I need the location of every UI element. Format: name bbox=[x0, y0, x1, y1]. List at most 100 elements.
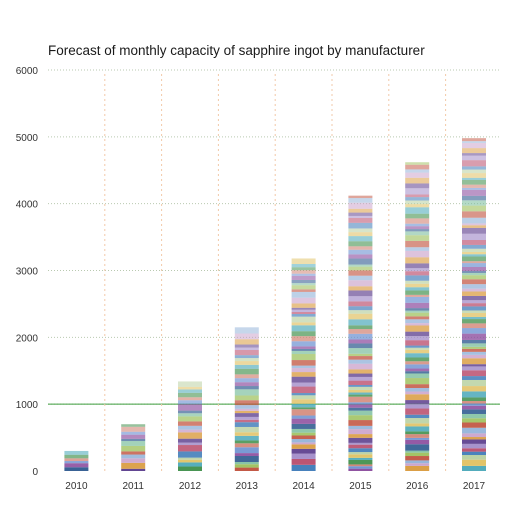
bar-segment bbox=[121, 424, 146, 427]
bar-segment bbox=[234, 364, 259, 369]
bar-segment bbox=[405, 388, 430, 392]
bar-segment bbox=[405, 384, 430, 389]
bar-segment bbox=[405, 465, 430, 471]
bar-segment bbox=[348, 319, 373, 326]
x-tick-label: 2017 bbox=[463, 481, 486, 492]
bar-segment bbox=[462, 275, 486, 280]
y-axis: 0 1000 2000 3000 4000 5000 6000 bbox=[16, 66, 39, 478]
bar-segment bbox=[348, 459, 373, 465]
bar-segment bbox=[405, 336, 430, 341]
bar-segment bbox=[462, 195, 486, 201]
bar-segment bbox=[405, 247, 430, 251]
bar-segment bbox=[291, 368, 316, 373]
bar-segment bbox=[405, 394, 430, 401]
bar-segment bbox=[348, 437, 373, 443]
bar-segment bbox=[462, 227, 486, 234]
bar-segment bbox=[405, 368, 430, 372]
bar-segment bbox=[405, 312, 430, 317]
bar-segment bbox=[121, 426, 146, 432]
bar-segment bbox=[405, 391, 430, 395]
bar-segment bbox=[462, 455, 486, 460]
bar-segment bbox=[348, 389, 373, 393]
bar-segment bbox=[462, 310, 486, 314]
bar-segment bbox=[348, 353, 373, 357]
bar-segment bbox=[234, 426, 259, 433]
bar-segment bbox=[234, 447, 259, 454]
bar-segment bbox=[462, 143, 486, 149]
bar-segment bbox=[462, 358, 486, 365]
bar-segment bbox=[348, 208, 373, 213]
bar-segment bbox=[178, 459, 202, 463]
bar-segment bbox=[291, 341, 316, 347]
bar-segment bbox=[291, 403, 316, 408]
bar-segment bbox=[348, 195, 373, 199]
bar-segment bbox=[462, 233, 486, 241]
bar-segment bbox=[178, 386, 202, 390]
bar-segment bbox=[291, 376, 316, 383]
bar-segment bbox=[64, 463, 89, 468]
bar-segment bbox=[405, 250, 430, 258]
bar-stack-2015 bbox=[348, 195, 373, 471]
bar-segment bbox=[178, 438, 202, 443]
bar-segment bbox=[348, 384, 373, 387]
bar-segment bbox=[405, 226, 430, 230]
bar-segment bbox=[405, 456, 430, 461]
bar-segment bbox=[462, 366, 486, 371]
bar-segment bbox=[462, 138, 486, 142]
bar-segment bbox=[121, 468, 146, 471]
bar-segment bbox=[462, 169, 486, 174]
bar-segment bbox=[405, 357, 430, 362]
bar-segment bbox=[348, 407, 373, 411]
bar-segment bbox=[462, 319, 486, 324]
bar-segment bbox=[234, 389, 259, 396]
bar-segment bbox=[291, 307, 316, 310]
bar-segment bbox=[234, 400, 259, 406]
bar-segment bbox=[462, 401, 486, 404]
bar-segment bbox=[462, 439, 486, 444]
bar-segment bbox=[348, 415, 373, 421]
bar-segment bbox=[348, 425, 373, 430]
bar-segment bbox=[178, 451, 202, 458]
bar-segment bbox=[291, 439, 316, 443]
bar-segment bbox=[462, 437, 486, 440]
bar-segment bbox=[121, 462, 146, 469]
bar-segment bbox=[121, 454, 146, 459]
bar-segment bbox=[178, 421, 202, 426]
bar-segment bbox=[291, 432, 316, 436]
bar-stack-2012 bbox=[178, 381, 202, 471]
bar-segment bbox=[405, 373, 430, 379]
bar-segment bbox=[405, 439, 430, 445]
bar-segment bbox=[291, 279, 316, 284]
bar-segment bbox=[348, 468, 373, 471]
bar-segment bbox=[121, 458, 146, 463]
bar-segment bbox=[462, 313, 486, 317]
x-tick-label: 2012 bbox=[179, 481, 202, 492]
bar-segment bbox=[348, 202, 373, 209]
bar-segment bbox=[462, 351, 486, 355]
bar-segment bbox=[405, 231, 430, 236]
bar-segment bbox=[348, 448, 373, 453]
bar-segment bbox=[405, 325, 430, 332]
bar-segment bbox=[64, 450, 89, 455]
bar-stack-2016 bbox=[405, 162, 430, 471]
bar-segment bbox=[462, 244, 486, 249]
bar-segment bbox=[234, 440, 259, 444]
bar-segment bbox=[462, 177, 486, 180]
bar-segment bbox=[348, 296, 373, 302]
bar-stack-2014 bbox=[291, 258, 316, 471]
bar-segment bbox=[405, 271, 430, 276]
bar-segment bbox=[405, 323, 430, 326]
bar-segment bbox=[405, 257, 430, 264]
bar-segment bbox=[462, 427, 486, 434]
bar-segment bbox=[64, 458, 89, 462]
bar-segment bbox=[462, 405, 486, 410]
bar-segment bbox=[178, 425, 202, 430]
bar-segment bbox=[405, 287, 430, 291]
bar-segment bbox=[405, 345, 430, 348]
bar-stack-2010 bbox=[64, 450, 89, 471]
bar-segment bbox=[291, 311, 316, 315]
bar-segment bbox=[291, 360, 316, 366]
bar-segment bbox=[121, 441, 146, 446]
bar-segment bbox=[291, 464, 316, 471]
bar-segment bbox=[462, 166, 486, 170]
